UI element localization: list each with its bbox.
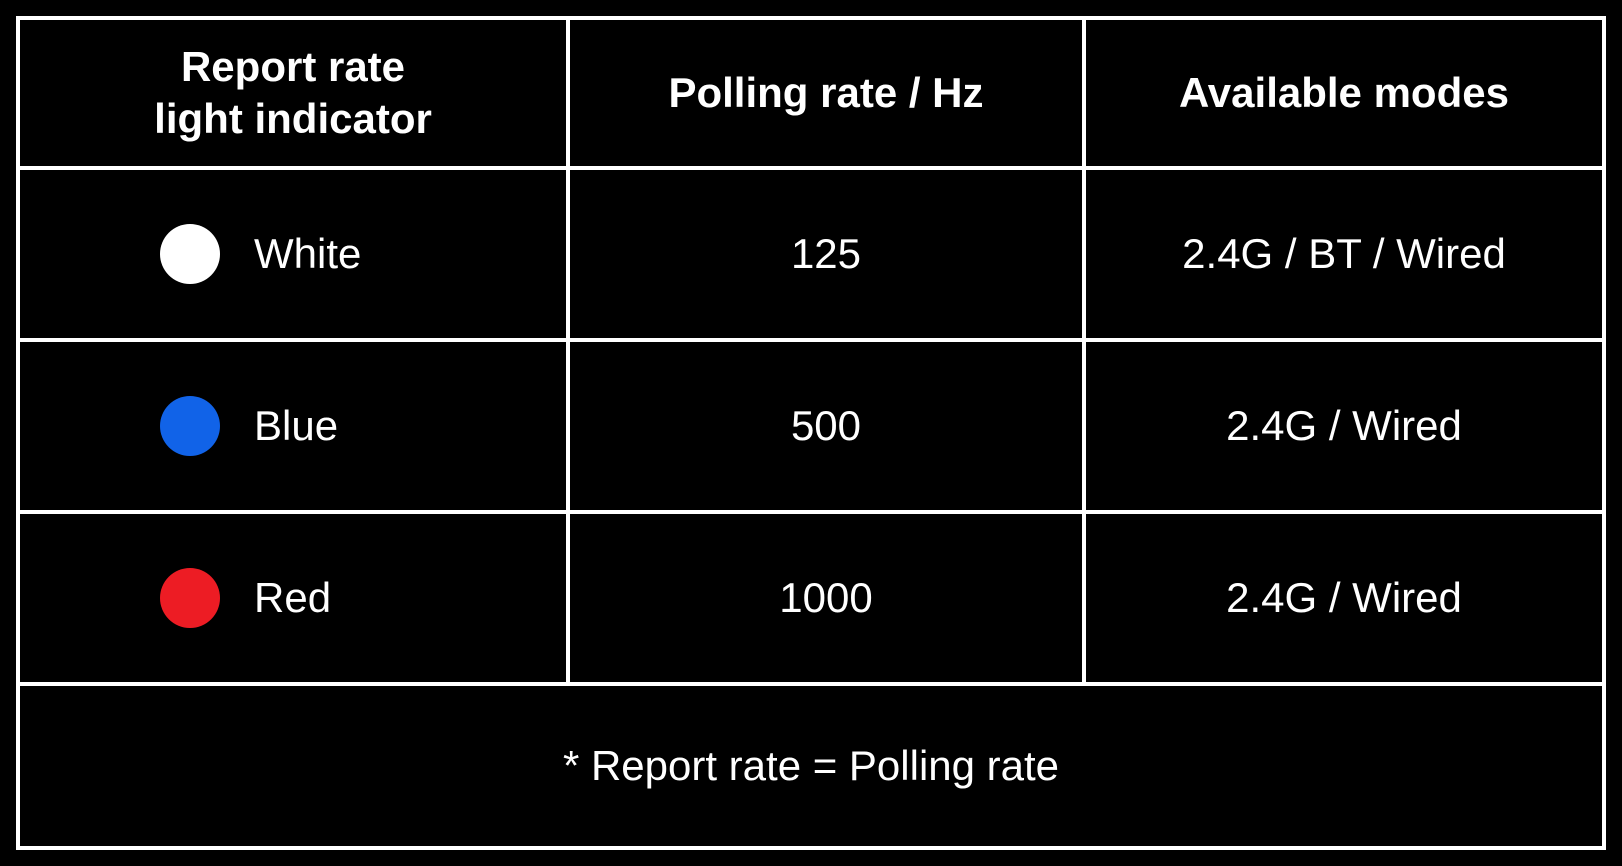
polling-rate-value: 500 <box>791 402 861 450</box>
header-label: Report rate light indicator <box>154 41 432 146</box>
modes-cell: 2.4G / Wired <box>1086 342 1602 510</box>
table-row: White 125 2.4G / BT / Wired <box>20 170 1602 342</box>
report-rate-table: Report rate light indicator Polling rate… <box>16 16 1606 850</box>
indicator-circle-icon <box>160 224 220 284</box>
indicator-label: Red <box>254 574 331 622</box>
header-label: Available modes <box>1179 67 1509 120</box>
modes-value: 2.4G / Wired <box>1226 402 1462 450</box>
modes-cell: 2.4G / BT / Wired <box>1086 170 1602 338</box>
polling-rate-value: 125 <box>791 230 861 278</box>
modes-value: 2.4G / BT / Wired <box>1182 230 1506 278</box>
polling-rate-value: 1000 <box>779 574 872 622</box>
polling-rate-cell: 500 <box>570 342 1086 510</box>
header-indicator: Report rate light indicator <box>20 20 570 166</box>
indicator-cell: Red <box>20 514 570 682</box>
header-polling-rate: Polling rate / Hz <box>570 20 1086 166</box>
table-row: Red 1000 2.4G / Wired <box>20 514 1602 686</box>
indicator-label: White <box>254 230 361 278</box>
indicator-cell: Blue <box>20 342 570 510</box>
table-header-row: Report rate light indicator Polling rate… <box>20 20 1602 170</box>
indicator-circle-icon <box>160 396 220 456</box>
polling-rate-cell: 1000 <box>570 514 1086 682</box>
indicator-cell: White <box>20 170 570 338</box>
indicator-label: Blue <box>254 402 338 450</box>
table-footer-row: * Report rate = Polling rate <box>20 686 1602 846</box>
table-row: Blue 500 2.4G / Wired <box>20 342 1602 514</box>
footer-note: * Report rate = Polling rate <box>563 742 1059 790</box>
header-modes: Available modes <box>1086 20 1602 166</box>
header-label: Polling rate / Hz <box>668 67 983 120</box>
indicator-circle-icon <box>160 568 220 628</box>
modes-cell: 2.4G / Wired <box>1086 514 1602 682</box>
polling-rate-cell: 125 <box>570 170 1086 338</box>
modes-value: 2.4G / Wired <box>1226 574 1462 622</box>
